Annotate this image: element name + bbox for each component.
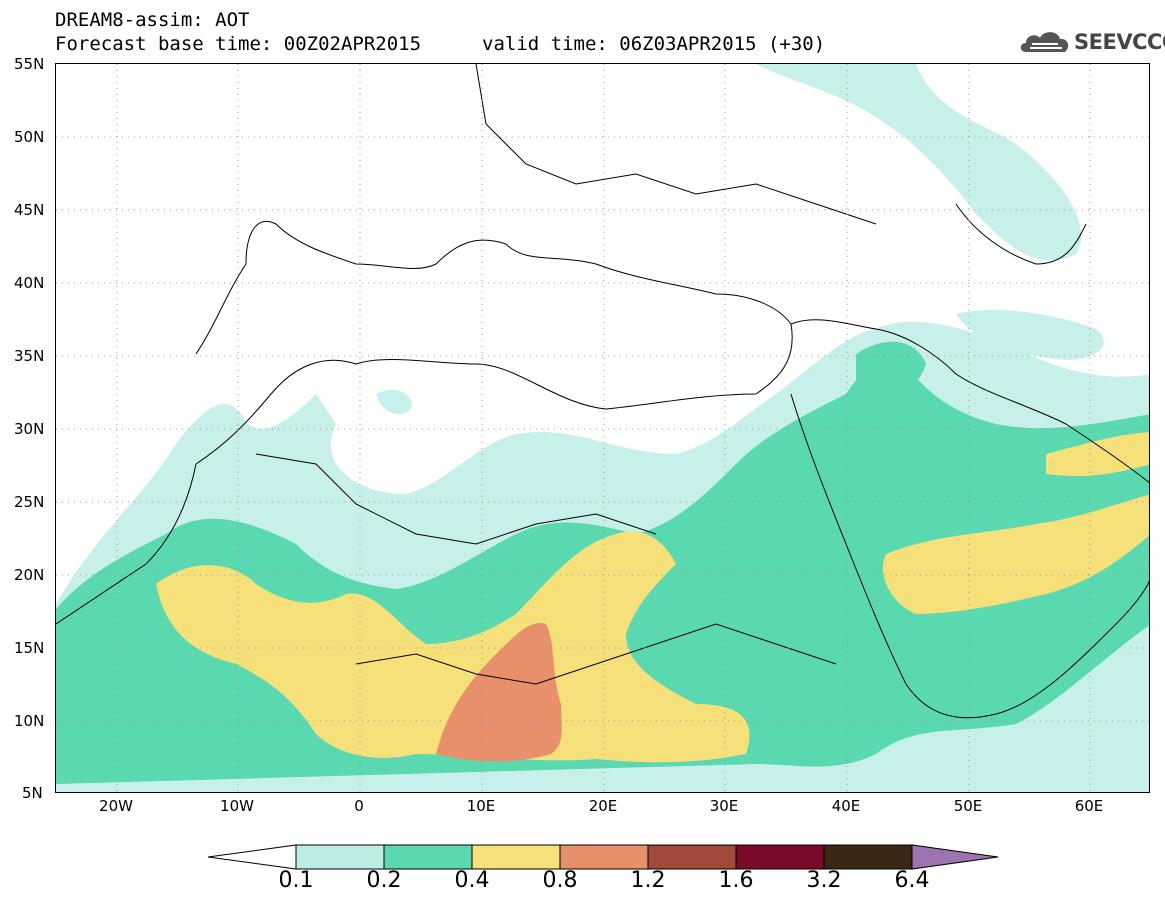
lat-label-20n: 20N [14,566,45,584]
colorbar-swatch-0-1 [295,844,385,870]
map-area [55,63,1150,793]
lon-label-10e: 10E [466,797,496,815]
lat-label-5n: 5N [22,784,43,802]
colorbar-arrow-right [911,844,999,870]
colorbar-swatch-3-2 [823,844,913,870]
lon-label-20e: 20E [588,797,618,815]
map-title: DREAM8-assim: AOT [55,9,250,31]
aot-band-0-4 [156,432,1149,763]
colorbar-swatch-0-8 [559,844,649,870]
valid-time: valid time: 06Z03APR2015 (+30) [482,33,826,55]
coastlines [56,64,1149,719]
forecast-base-time: Forecast base time: 00Z02APR2015 [55,33,422,55]
colorbar-label-0-8: 0.8 [542,868,578,893]
colorbar-label-3-2: 3.2 [806,868,842,893]
lon-label-0: 0 [354,797,364,815]
lat-label-25n: 25N [14,493,45,511]
colorbar-label-1-2: 1.2 [630,868,666,893]
cloud-icon [1020,32,1069,52]
colorbar-swatch-0-2 [383,844,473,870]
lon-label-50e: 50E [953,797,983,815]
lat-label-35n: 35N [14,347,45,365]
colorbar-swatch-1-6 [735,844,825,870]
colorbar-swatch-1-2 [647,844,737,870]
colorbar-arrow-left [208,844,297,870]
aot-map [56,64,1149,792]
lat-label-45n: 45N [14,201,45,219]
colorbar-label-1-6: 1.6 [718,868,754,893]
colorbar-swatch-0-4 [471,844,561,870]
logo-text: SEEVCCC [1074,30,1165,54]
lat-label-10n: 10N [14,712,45,730]
lat-label-30n: 30N [14,420,45,438]
lon-label-40e: 40E [831,797,861,815]
graticule [56,64,1149,792]
aot-band-0-8 [436,623,562,762]
lat-label-40n: 40N [14,274,45,292]
seevccc-logo: SEEVCCC [1018,26,1165,56]
colorbar-label-6-4: 6.4 [894,868,930,893]
lat-label-55n: 55N [14,55,45,73]
colorbar-label-0-2: 0.2 [366,868,402,893]
lat-label-15n: 15N [14,639,45,657]
lon-label-10w: 10W [220,797,254,815]
lon-label-60e: 60E [1074,797,1104,815]
colorbar [208,844,999,870]
colorbar-label-0-4: 0.4 [454,868,490,893]
lon-label-20w: 20W [99,797,133,815]
lat-label-50n: 50N [14,128,45,146]
colorbar-label-0-1: 0.1 [278,868,314,893]
lon-label-30e: 30E [709,797,739,815]
